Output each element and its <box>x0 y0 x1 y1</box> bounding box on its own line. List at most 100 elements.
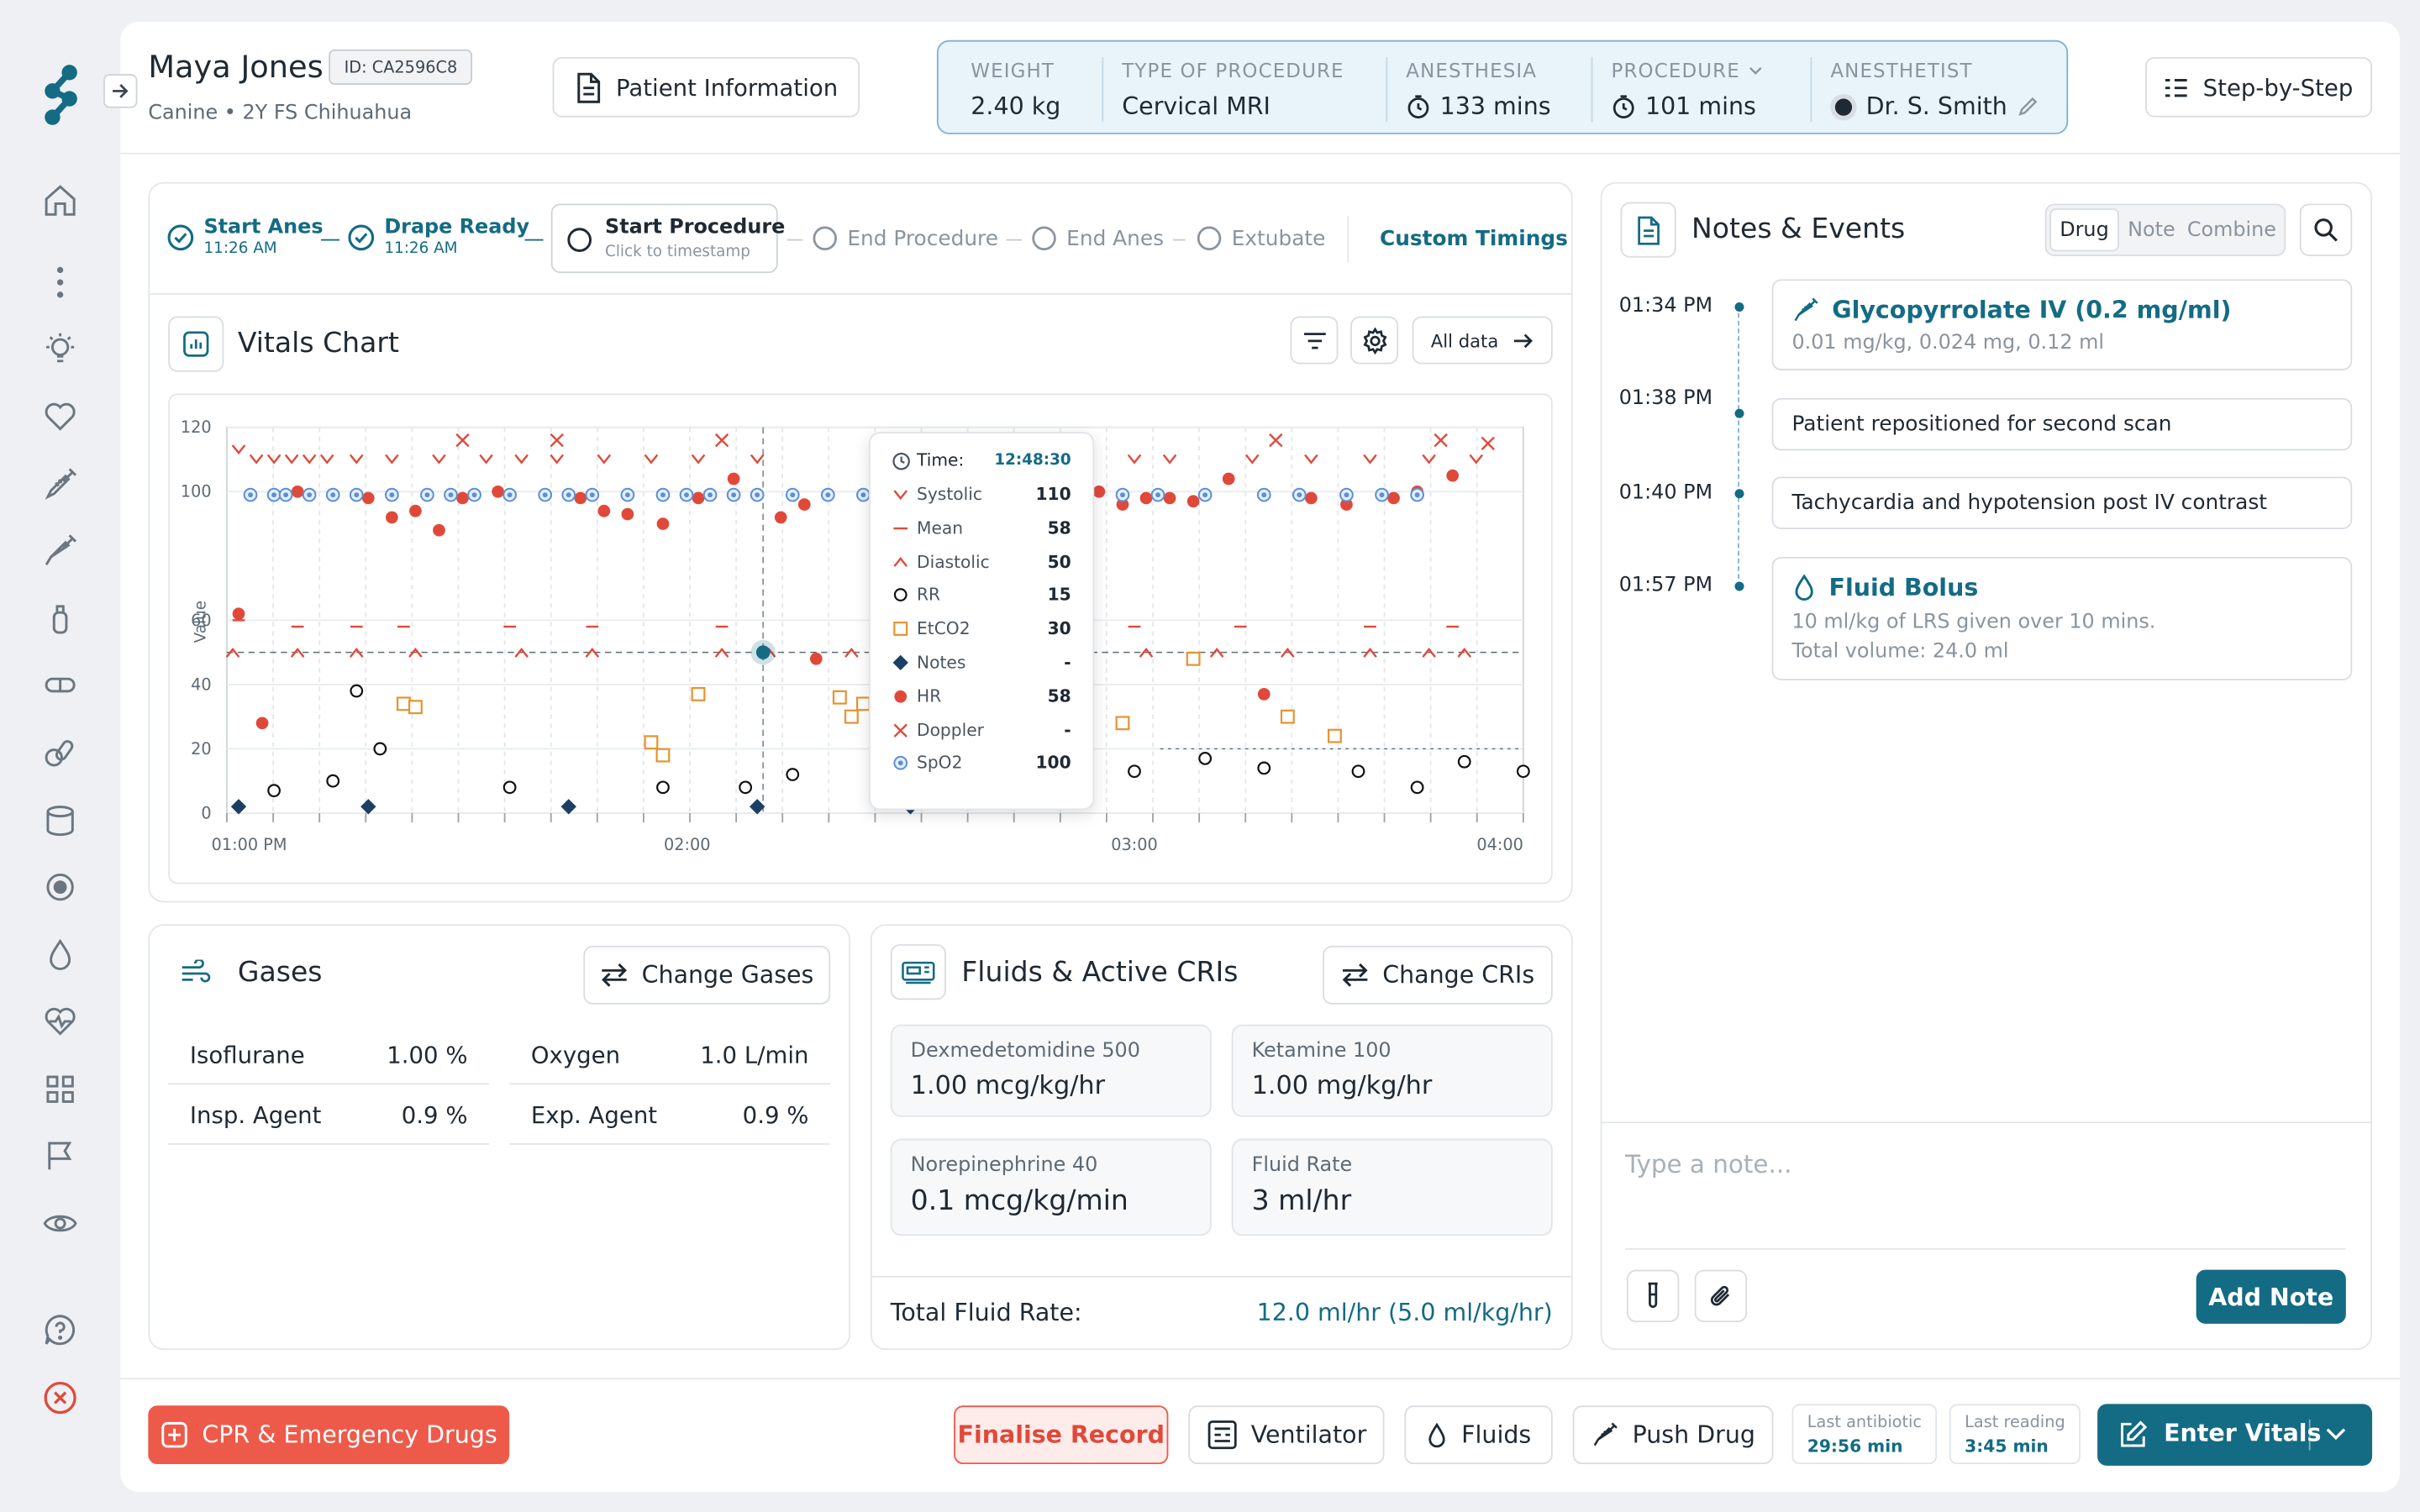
diastolic-point <box>1457 648 1472 658</box>
spo2-point-center <box>1202 492 1208 498</box>
step-end-procedure[interactable]: End Procedure <box>812 225 998 251</box>
ventilator-button[interactable]: Ventilator <box>1188 1405 1385 1465</box>
divider <box>1102 56 1104 123</box>
systolic-point <box>514 454 529 465</box>
more-vertical-icon[interactable] <box>40 262 81 302</box>
filter-combine[interactable]: Combine <box>2186 218 2276 242</box>
cri-dexmedetomidine[interactable]: Dexmedetomidine 500 1.00 mcg/kg/hr <box>890 1024 1212 1117</box>
spo2-point-center <box>307 492 313 498</box>
y-tick-label: 40 <box>191 675 212 694</box>
fluids-button[interactable]: Fluids <box>1404 1405 1553 1465</box>
systolic-point <box>231 444 246 455</box>
eye-icon[interactable] <box>40 1204 81 1244</box>
step-start-procedure[interactable]: Start Procedure Click to timestamp <box>550 203 785 274</box>
event-detail: Total volume: 24.0 ml <box>1791 640 2009 664</box>
step-label: Extubate <box>1231 226 1326 251</box>
event-note[interactable]: Patient repositioned for second scan <box>1771 397 2353 451</box>
close-circle-icon[interactable] <box>40 1378 81 1418</box>
syringe-icon[interactable] <box>40 465 81 505</box>
step-by-step-button[interactable]: Step-by-Step <box>2145 56 2373 118</box>
patient-information-button[interactable]: Patient Information <box>552 56 860 118</box>
cri-fluid-rate[interactable]: Fluid Rate 3 ml/hr <box>1231 1138 1553 1236</box>
custom-timings-link[interactable]: Custom Timings <box>1380 226 1568 252</box>
pencil-icon[interactable] <box>2017 96 2039 118</box>
doppler-point <box>1269 433 1283 448</box>
step-extubate[interactable]: Extubate <box>1196 225 1325 251</box>
app-logo-icon[interactable] <box>37 61 83 126</box>
note-input[interactable]: Type a note... <box>1625 1149 1792 1179</box>
chevron-down-icon[interactable] <box>2326 1427 2346 1441</box>
droplet-icon[interactable] <box>40 935 81 975</box>
spo2-point-center <box>1120 492 1125 498</box>
event-drug-glycopyrrolate[interactable]: Glycopyrrolate IV (0.2 mg/ml) 0.01 mg/kg… <box>1771 279 2353 370</box>
total-fluid-rate-label: Total Fluid Rate: <box>890 1299 1082 1327</box>
infusion-pump-icon <box>890 944 946 1000</box>
caret-down-red-icon <box>892 486 909 503</box>
step-label: End Anes <box>1066 226 1165 251</box>
attach-file-button[interactable] <box>1694 1269 1748 1323</box>
cri-name: Fluid Rate <box>1251 1153 1353 1178</box>
change-gases-button[interactable]: Change Gases <box>583 945 831 1005</box>
database-icon[interactable] <box>40 801 81 841</box>
doppler-point <box>1434 433 1448 448</box>
spo2-point-center <box>1297 492 1302 498</box>
push-drug-button[interactable]: Push Drug <box>1572 1405 1774 1465</box>
home-icon[interactable] <box>40 181 81 221</box>
step-connector <box>1172 239 1186 241</box>
record-icon[interactable] <box>40 867 81 907</box>
change-cris-button[interactable]: Change CRIs <box>1323 945 1553 1005</box>
droplet-icon <box>1426 1421 1448 1448</box>
add-note-button[interactable]: Add Note <box>2196 1269 2346 1324</box>
chart-settings-button[interactable] <box>1350 316 1399 365</box>
event-fluid-bolus[interactable]: Fluid Bolus 10 ml/kg of LRS given over 1… <box>1771 557 2353 680</box>
spo2-point-center <box>589 492 595 498</box>
step-end-anes[interactable]: End Anes <box>1031 225 1164 251</box>
attach-vial-button[interactable] <box>1626 1269 1680 1323</box>
hr-point <box>492 485 504 498</box>
enter-vitals-button[interactable]: Enter Vitals <box>2097 1404 2373 1466</box>
cross-red-icon <box>892 722 909 738</box>
anesthetist-field[interactable]: ANESTHETIST Dr. S. Smith <box>1830 59 2038 120</box>
procedure-value: 101 mins <box>1644 92 1756 121</box>
pills-icon[interactable] <box>40 732 81 773</box>
heart-icon[interactable] <box>40 396 81 437</box>
event-time: 01:34 PM <box>1618 294 1713 318</box>
empty-circle-icon <box>1031 225 1057 251</box>
hr-point <box>621 507 634 521</box>
rr-point <box>350 684 364 698</box>
step-start-anes[interactable]: Start Anes 11:26 AM <box>166 216 324 258</box>
event-detail: 0.01 mg/kg, 0.024 mg, 0.12 ml <box>1791 331 2105 355</box>
cri-norepinephrine[interactable]: Norepinephrine 40 0.1 mcg/kg/min <box>890 1138 1212 1236</box>
stopwatch-icon <box>1406 94 1430 118</box>
lightbulb-icon[interactable] <box>40 328 81 369</box>
help-icon[interactable] <box>40 1310 81 1350</box>
expand-sidebar-button[interactable] <box>103 74 138 108</box>
procedure-duration-field[interactable]: PROCEDURE 101 mins <box>1612 59 1764 120</box>
vial-icon[interactable] <box>40 599 81 639</box>
heart-pulse-icon[interactable] <box>40 1001 81 1042</box>
all-data-button[interactable]: All data <box>1412 316 1553 365</box>
grid-icon[interactable] <box>40 1069 81 1110</box>
filter-button[interactable] <box>1290 316 1339 365</box>
flag-icon[interactable] <box>40 1136 81 1176</box>
filter-drug[interactable]: Drug <box>2049 207 2119 252</box>
tooltip-time-value: 12:48:30 <box>994 452 1071 470</box>
event-note[interactable]: Tachycardia and hypotension post IV cont… <box>1771 476 2353 529</box>
enter-vitals-label: Enter Vitals <box>2164 1419 2322 1447</box>
spo2-point-center <box>248 492 253 498</box>
search-notes-button[interactable] <box>2299 203 2353 256</box>
syringe-2-icon[interactable] <box>40 531 81 571</box>
cpr-emergency-drugs-button[interactable]: CPR & Emergency Drugs <box>148 1405 510 1465</box>
cri-ketamine[interactable]: Ketamine 100 1.00 mg/kg/hr <box>1231 1024 1553 1117</box>
vitals-chart[interactable]: 0 20 40 60 100 120 01:00 PM 02:00 03:00 04:00 Valu… <box>168 393 1553 884</box>
finalise-record-button[interactable]: Finalise Record <box>954 1405 1169 1465</box>
spo2-point-center <box>542 492 548 498</box>
filter-note[interactable]: Note <box>2128 218 2175 242</box>
step-connector <box>524 239 544 241</box>
gas-row-oxygen: Oxygen 1.0 L/min <box>509 1026 831 1085</box>
hr-point <box>1139 491 1153 505</box>
step-drape-ready[interactable]: Drape Ready 11:26 AM <box>347 216 529 258</box>
last-antibiotic-value: 29:56 min <box>1807 1436 1903 1457</box>
event-dot <box>1734 489 1744 499</box>
capsule-icon[interactable] <box>40 665 81 706</box>
